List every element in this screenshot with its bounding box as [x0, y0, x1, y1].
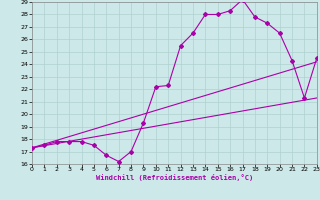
X-axis label: Windchill (Refroidissement éolien,°C): Windchill (Refroidissement éolien,°C) — [96, 174, 253, 181]
